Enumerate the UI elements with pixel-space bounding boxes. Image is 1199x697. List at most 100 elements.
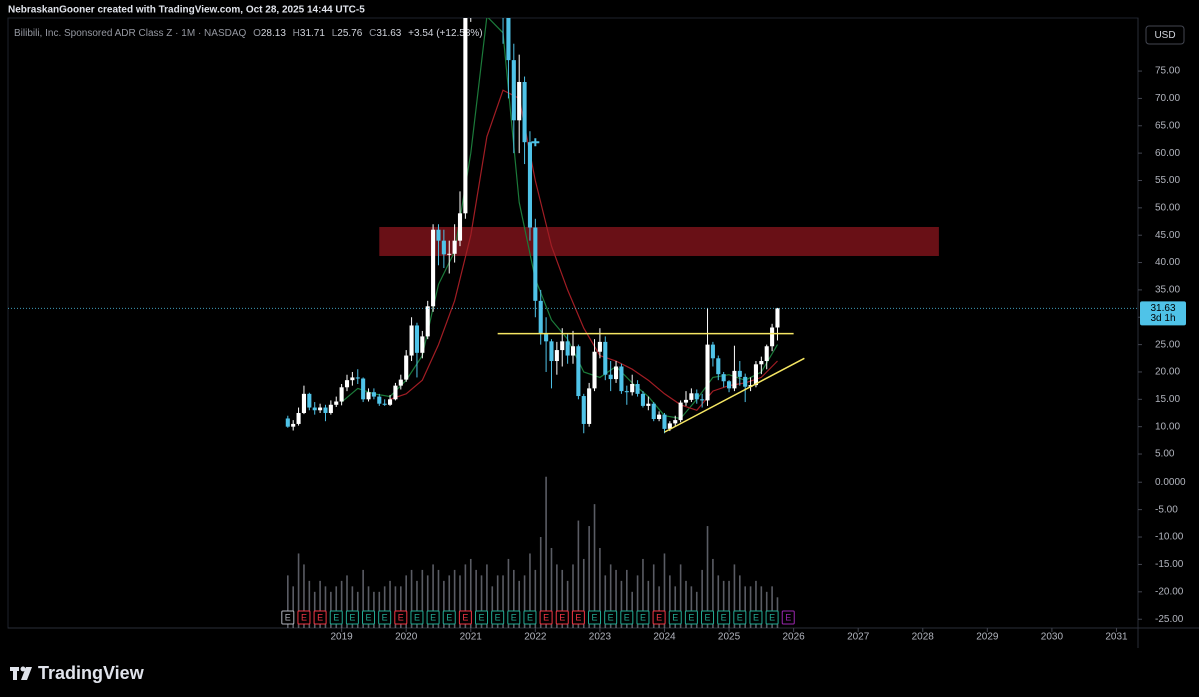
candle-body: [355, 377, 360, 379]
candle-body: [431, 229, 436, 307]
earnings-label: E: [511, 612, 517, 622]
candle-body: [339, 387, 344, 402]
volume-bar: [593, 504, 596, 628]
earnings-marker: [781, 610, 795, 625]
volume-bar: [313, 591, 316, 628]
candle-body: [517, 82, 522, 121]
candle-body: [560, 341, 565, 351]
volume-bar: [582, 558, 585, 628]
volume-bar: [496, 575, 499, 628]
candle-body: [361, 378, 366, 400]
volume-bar: [588, 526, 590, 628]
earnings-marker: [507, 610, 521, 625]
volume-bar: [287, 575, 289, 628]
y2-tick-label: -10.00: [1155, 532, 1184, 543]
y2-tick-label: -15.00: [1155, 559, 1184, 570]
candle-body: [608, 374, 613, 380]
volume-bar: [513, 569, 515, 628]
x-tick-label: 2020: [395, 632, 418, 643]
volume-bar: [480, 575, 483, 628]
candle-body: [463, 18, 468, 214]
x-tick-label: 2021: [460, 632, 483, 643]
candle-body: [700, 399, 705, 401]
earnings-label: E: [333, 612, 339, 622]
earnings-label: E: [705, 612, 711, 622]
logo: [10, 666, 32, 680]
candle-body: [667, 423, 672, 429]
volume-bar: [319, 580, 321, 628]
y-tick-label: 70.00: [1155, 93, 1180, 104]
volume-bar: [486, 564, 488, 628]
y-tick-label: 25.00: [1155, 339, 1180, 350]
earnings-marker: [668, 610, 682, 625]
candle-body: [388, 399, 393, 405]
earnings-marker: [684, 610, 698, 625]
volume-bar: [755, 580, 757, 628]
earnings-marker: [491, 610, 505, 625]
earnings-marker: [749, 610, 763, 625]
earnings-marker: [539, 610, 553, 625]
currency-button[interactable]: [1145, 25, 1185, 45]
earnings-label: E: [656, 612, 662, 622]
candle-body: [689, 393, 694, 400]
earnings-label: E: [753, 612, 759, 622]
volume-bar: [410, 569, 413, 628]
earnings-marker: [313, 610, 327, 625]
candle-body: [301, 393, 306, 413]
candle-body: [447, 253, 452, 255]
candle-body: [549, 341, 554, 362]
volume-bar: [534, 569, 537, 628]
volume-bar: [701, 569, 703, 628]
volume-bar: [469, 558, 472, 628]
y-tick-label: 5.00: [1155, 449, 1175, 460]
earnings-marker: [636, 610, 650, 625]
volume-bar: [383, 586, 386, 628]
candle-body: [414, 325, 419, 353]
volume-bar: [733, 564, 736, 628]
earnings-label: E: [301, 612, 307, 622]
candle-body: [721, 374, 726, 382]
earnings-label: E: [592, 612, 598, 622]
volume-bar: [507, 558, 510, 628]
y-tick-label: 10.00: [1155, 421, 1180, 432]
currency-label[interactable]: USD: [1154, 30, 1175, 41]
x-tick-label: 2031: [1105, 632, 1128, 643]
symbol: Bilibili, Inc. Sponsored ADR Class Z · 1…: [14, 28, 247, 39]
volume-bar: [432, 564, 434, 628]
volume-bar: [561, 569, 564, 628]
candle-body: [425, 306, 430, 337]
ohlc-value: 28.13: [261, 28, 286, 39]
earnings-marker: [652, 610, 666, 625]
earnings-marker: [765, 610, 779, 625]
earnings-marker: [555, 610, 569, 625]
volume-bar: [464, 564, 467, 628]
volume-bar: [518, 580, 520, 628]
volume-bar: [378, 591, 381, 628]
volume-bar: [351, 586, 354, 628]
candle-body: [635, 384, 640, 394]
volume-bar: [685, 580, 687, 628]
earnings-marker: [604, 610, 618, 625]
volume-bar: [577, 520, 580, 628]
y-tick-label: 45.00: [1155, 230, 1180, 241]
volume-bar: [416, 580, 418, 628]
earnings-label: E: [769, 612, 775, 622]
volume-bar: [615, 569, 617, 628]
x-tick-label: 2025: [718, 632, 741, 643]
earnings-label: E: [559, 612, 565, 622]
earnings-marker: [523, 610, 537, 625]
ohlc-label: O: [253, 28, 261, 39]
volume-bar: [706, 526, 709, 628]
candle-body: [657, 414, 662, 420]
candle-body: [457, 213, 463, 241]
candle-body: [775, 308, 780, 328]
y-tick-label: 60.00: [1155, 148, 1180, 159]
earnings-label: E: [672, 612, 678, 622]
y-tick-label: 65.00: [1155, 120, 1180, 131]
candle-body: [576, 346, 581, 397]
volume-bar: [367, 586, 370, 628]
candle-body: [291, 423, 296, 427]
moving-average: [389, 89, 778, 412]
volume-bar: [658, 586, 660, 628]
candle-body: [533, 227, 538, 301]
